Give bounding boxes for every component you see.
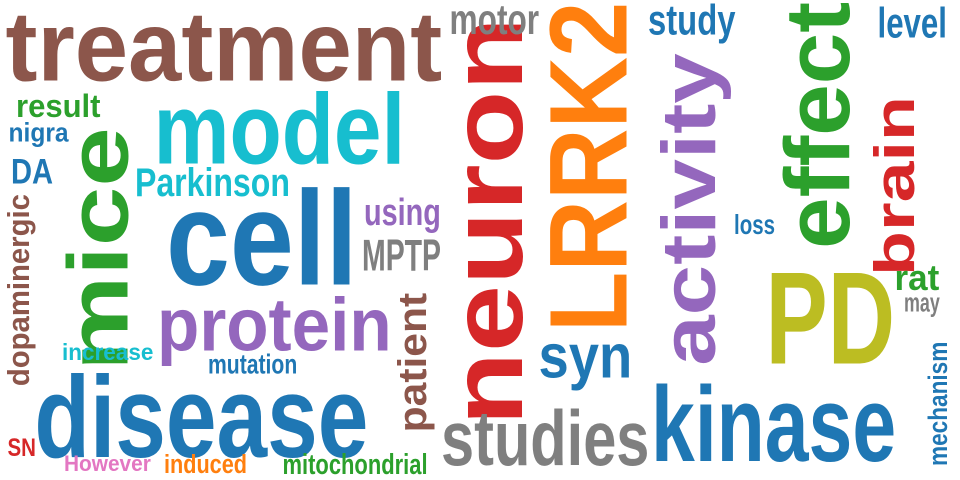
word-model: model bbox=[152, 74, 405, 186]
word-motor: motor bbox=[449, 0, 539, 45]
word-however: However bbox=[63, 451, 151, 477]
word-rat: rat bbox=[894, 257, 939, 299]
word-neuron: neuron bbox=[430, 17, 545, 426]
word-induced: induced bbox=[164, 449, 247, 479]
word-mutation: mutation bbox=[208, 348, 298, 380]
word-study: study bbox=[648, 0, 736, 45]
word-result: result bbox=[15, 87, 101, 125]
word-sn: SN bbox=[7, 434, 36, 462]
word-dopaminergic: dopaminergic bbox=[1, 194, 36, 387]
word-patient: patient bbox=[390, 292, 435, 433]
word-protein: protein bbox=[157, 283, 392, 367]
word-using: using bbox=[363, 192, 441, 234]
word-disease: disease bbox=[33, 352, 368, 480]
word-parkinson: Parkinson bbox=[134, 160, 290, 205]
word-lrrk2: LRRK2 bbox=[526, 1, 651, 333]
word-mptp: MPTP bbox=[361, 231, 442, 281]
word-may: may bbox=[904, 289, 940, 319]
word-mechanism: mechanism bbox=[924, 341, 955, 467]
word-level: level bbox=[877, 0, 947, 47]
word-mitochondrial: mitochondrial bbox=[281, 447, 428, 480]
word-nigra: nigra bbox=[8, 118, 69, 148]
word-treatment: treatment bbox=[5, 0, 442, 103]
word-brain: brain bbox=[861, 96, 926, 276]
word-increase: increase bbox=[62, 338, 154, 365]
word-da: DA bbox=[10, 152, 54, 192]
word-syn: syn bbox=[538, 321, 632, 392]
word-pd: PD bbox=[764, 243, 895, 392]
word-studies: studies bbox=[441, 396, 650, 480]
word-kinase: kinase bbox=[651, 363, 897, 480]
word-loss: loss bbox=[734, 208, 776, 240]
word-effect: effect bbox=[766, 1, 869, 249]
word-cell: cell bbox=[166, 162, 358, 313]
word-mice: mice bbox=[49, 126, 146, 371]
word-activity: activity bbox=[645, 52, 731, 366]
